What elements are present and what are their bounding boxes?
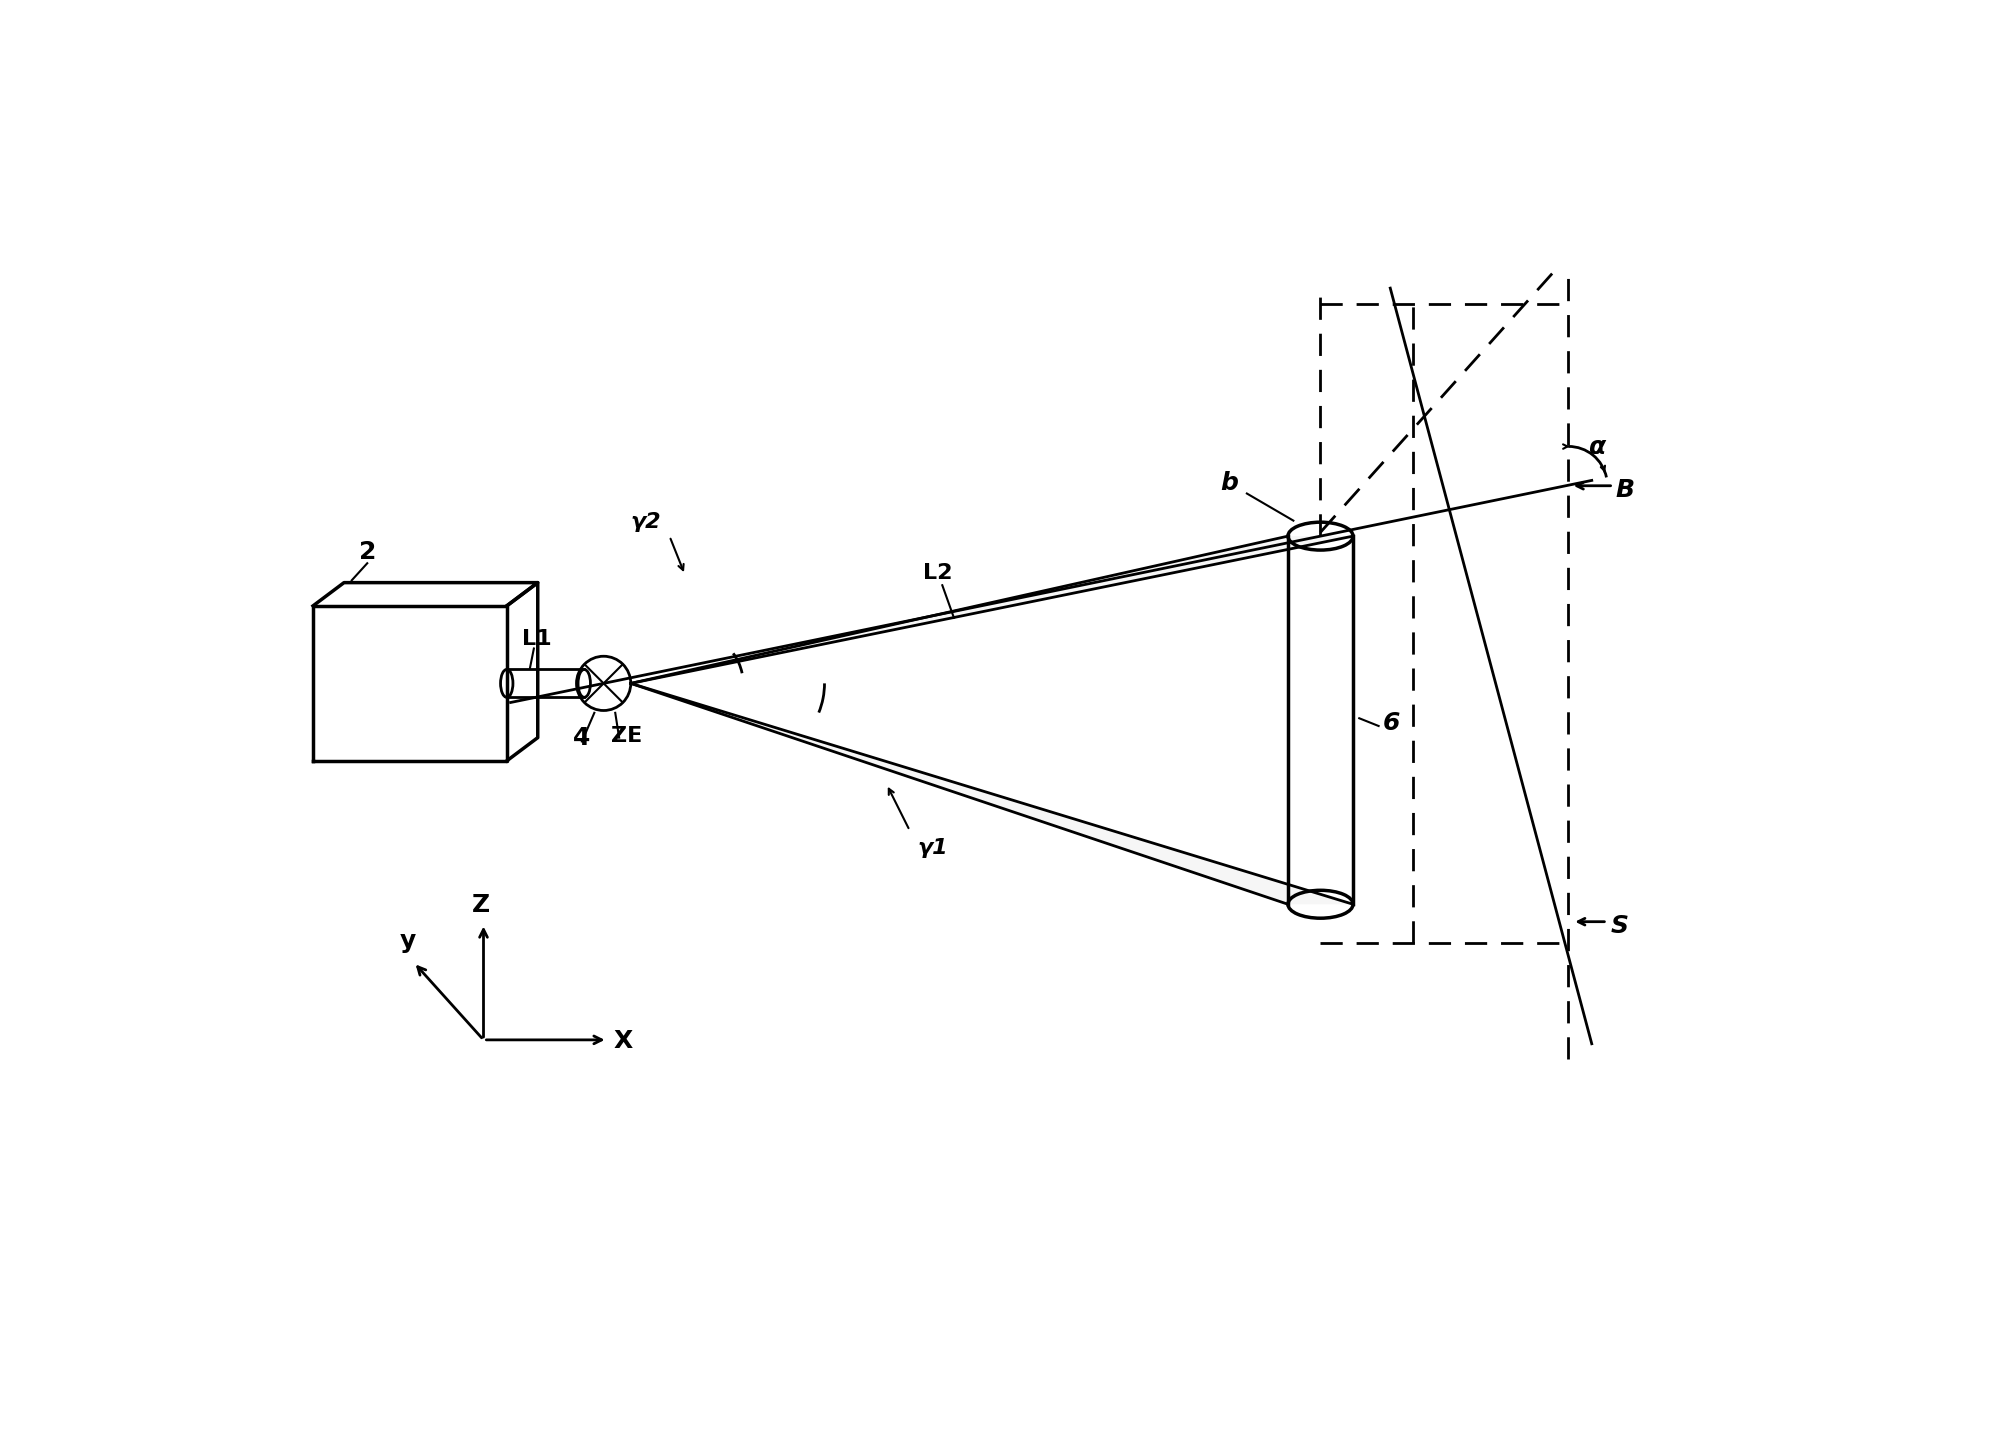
Text: y: y bbox=[399, 929, 415, 954]
Polygon shape bbox=[630, 684, 1353, 905]
Text: S: S bbox=[1610, 915, 1628, 938]
Text: Z: Z bbox=[472, 893, 490, 916]
Text: 6: 6 bbox=[1381, 711, 1399, 734]
Text: 4: 4 bbox=[572, 726, 590, 750]
Text: B: B bbox=[1614, 479, 1634, 502]
Text: L1: L1 bbox=[522, 629, 552, 648]
Text: L2: L2 bbox=[923, 563, 951, 583]
Text: ZE: ZE bbox=[610, 726, 642, 746]
Text: b: b bbox=[1218, 470, 1236, 495]
Text: γ1: γ1 bbox=[917, 838, 947, 859]
Text: α: α bbox=[1588, 436, 1604, 459]
Text: X: X bbox=[614, 1029, 632, 1052]
Polygon shape bbox=[630, 537, 1353, 684]
Text: 2: 2 bbox=[359, 540, 377, 564]
Text: γ2: γ2 bbox=[630, 512, 660, 532]
